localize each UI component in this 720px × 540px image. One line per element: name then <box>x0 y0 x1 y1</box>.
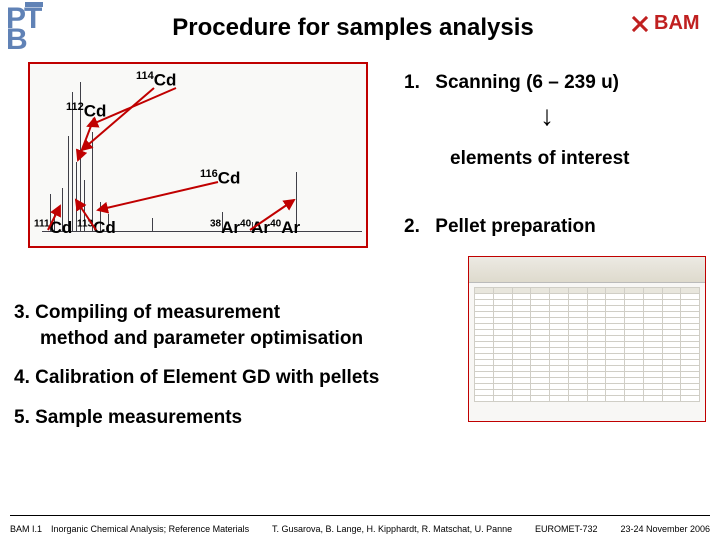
label-116cd: 116Cd <box>200 168 240 189</box>
step-3b: method and parameter optimisation <box>40 328 363 349</box>
label-114cd: 114Cd <box>136 70 176 91</box>
down-arrow-icon: ↓ <box>540 100 554 132</box>
slide-title: Procedure for samples analysis <box>76 14 630 42</box>
label-111cd-113cd: 111Cd 113Cd <box>34 218 116 238</box>
step-1-text: Scanning (6 – 239 u) <box>435 72 619 93</box>
footer-right2: 23-24 November 2006 <box>620 524 710 534</box>
label-ar-trimer: 38Ar40Ar40Ar <box>210 218 300 238</box>
bam-logo: BAM <box>630 12 710 35</box>
footer-right1: EUROMET-732 <box>535 524 598 534</box>
ptb-logo: PTB <box>6 8 76 50</box>
footer-left: BAM I.1 Inorganic Chemical Analysis; Ref… <box>10 524 249 534</box>
step-5: 5. Sample measurements <box>14 405 379 431</box>
software-screenshot <box>468 256 706 422</box>
label-112cd: 112Cd <box>66 101 106 122</box>
footer: BAM I.1 Inorganic Chemical Analysis; Ref… <box>10 524 710 534</box>
footer-mid: T. Gusarova, B. Lange, H. Kipphardt, R. … <box>272 524 512 534</box>
footer-divider <box>10 515 710 516</box>
step-4: 4. Calibration of Element GD with pellet… <box>14 365 379 391</box>
header: PTB Procedure for samples analysis BAM <box>0 8 720 58</box>
steps-list: 3. Compiling of measurement method and pa… <box>14 300 379 445</box>
step-2: 2. Pellet preparation <box>404 216 596 238</box>
elements-of-interest: elements of interest <box>450 148 630 170</box>
step-1: 1. Scanning (6 – 239 u) <box>404 72 619 94</box>
cross-icon <box>630 14 650 34</box>
step-2-text: Pellet preparation <box>435 216 596 237</box>
step-3: 3. Compiling of measurement <box>14 302 280 323</box>
